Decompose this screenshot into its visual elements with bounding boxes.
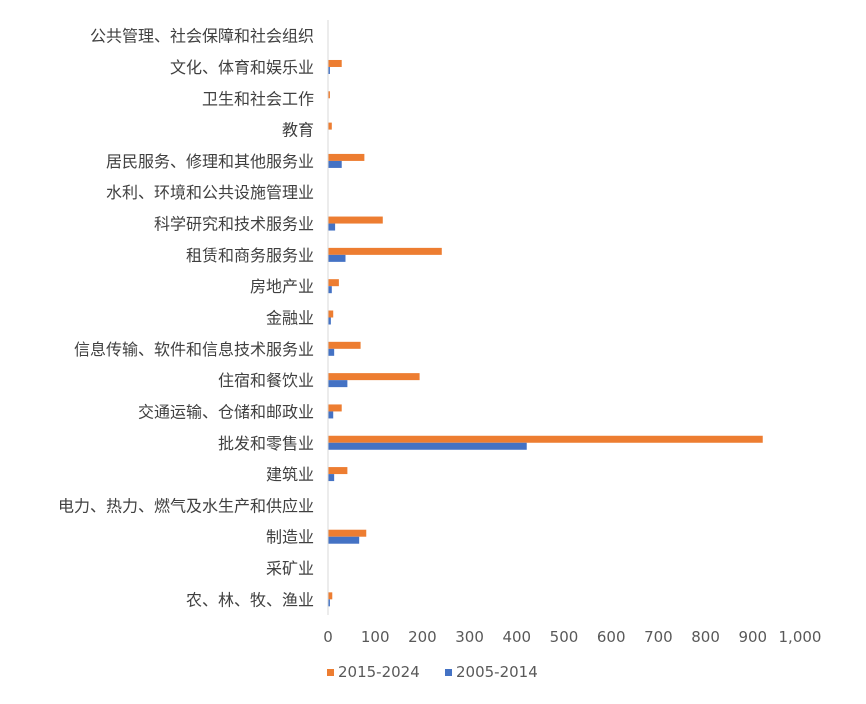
- bar-series-1: [328, 341, 361, 349]
- bar-series-1: [328, 216, 383, 224]
- category-label: 公共管理、社会保障和社会组织: [90, 27, 314, 46]
- category-label: 建筑业: [266, 465, 314, 484]
- bar-series-1: [328, 247, 442, 255]
- bar-series-1: [328, 153, 365, 161]
- x-tick-label: 500: [550, 628, 579, 646]
- bar-series-1: [328, 59, 342, 67]
- bar-series-2: [328, 254, 346, 262]
- bar-series-2: [328, 380, 348, 388]
- bar-series-1: [328, 310, 334, 318]
- x-tick-label: 600: [597, 628, 626, 646]
- bar-series-2: [328, 474, 335, 482]
- bar-series-1: [328, 529, 367, 537]
- x-tick-label: 800: [691, 628, 720, 646]
- legend-swatch: [445, 669, 452, 676]
- bar-series-1: [328, 91, 330, 99]
- bar-series-1: [328, 373, 420, 381]
- bar-series-2: [328, 599, 330, 607]
- category-label: 采矿业: [266, 559, 314, 578]
- bar-series-2: [328, 160, 342, 168]
- x-tick-label: 400: [502, 628, 531, 646]
- category-label: 农、林、牧、渔业: [186, 590, 314, 609]
- bar-series-2: [328, 66, 330, 74]
- bar-series-1: [328, 467, 348, 475]
- category-label: 居民服务、修理和其他服务业: [106, 152, 314, 171]
- category-label: 卫生和社会工作: [202, 89, 314, 108]
- bar-series-1: [328, 592, 333, 600]
- x-tick-label: 1,000: [779, 628, 822, 646]
- x-tick-label: 100: [361, 628, 390, 646]
- bar-series-2: [328, 223, 336, 231]
- x-tick-label: 900: [738, 628, 767, 646]
- bar-series-1: [328, 279, 339, 287]
- category-label: 住宿和餐饮业: [218, 371, 314, 390]
- category-label: 信息传输、软件和信息技术服务业: [74, 340, 314, 359]
- category-label: 教育: [282, 121, 314, 140]
- category-label: 租赁和商务服务业: [186, 246, 314, 265]
- bar-series-2: [328, 348, 335, 356]
- category-label: 水利、环境和公共设施管理业: [106, 183, 314, 202]
- bar-series-2: [328, 286, 332, 294]
- bar-series-1: [328, 404, 342, 412]
- category-label: 电力、热力、燃气及水生产和供应业: [58, 496, 314, 515]
- bar-series-2: [328, 442, 527, 450]
- bar-series-2: [328, 317, 331, 325]
- x-tick-label: 300: [455, 628, 484, 646]
- bar-series-1: [328, 122, 332, 130]
- x-tick-label: 0: [323, 628, 333, 646]
- category-label: 交通运输、仓储和邮政业: [138, 402, 314, 421]
- bar-series-2: [328, 536, 360, 544]
- category-label: 制造业: [266, 528, 314, 547]
- x-tick-label: 200: [408, 628, 437, 646]
- legend-label: 2005-2014: [456, 663, 538, 681]
- legend-swatch: [327, 669, 334, 676]
- category-label: 批发和零售业: [218, 434, 314, 453]
- legend-label: 2015-2024: [338, 663, 420, 681]
- bar-series-1: [328, 435, 763, 443]
- x-tick-label: 700: [644, 628, 673, 646]
- bar-series-2: [328, 411, 334, 419]
- category-label: 房地产业: [250, 277, 314, 296]
- category-label: 金融业: [266, 309, 314, 328]
- category-label: 文化、体育和娱乐业: [170, 58, 314, 77]
- category-label: 科学研究和技术服务业: [154, 215, 314, 234]
